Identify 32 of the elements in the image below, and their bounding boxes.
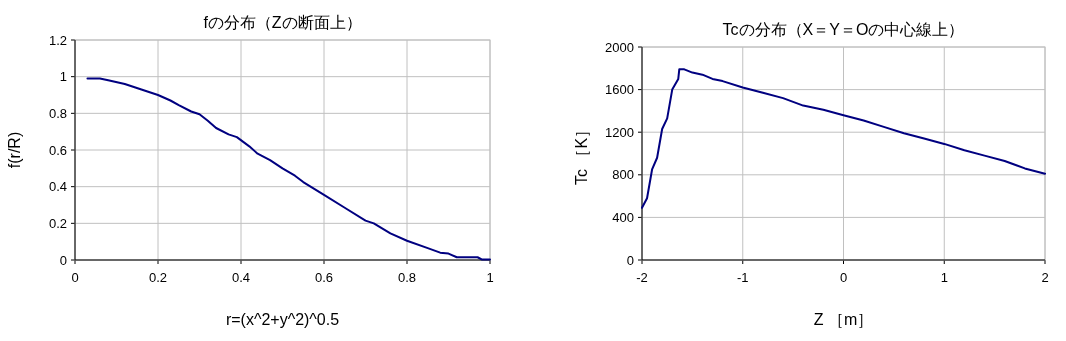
- y-tick-label: 2000: [605, 39, 634, 55]
- y-tick-label: 0.6: [48, 142, 67, 158]
- y-tick-label: 0.4: [48, 179, 67, 195]
- line-series: [641, 68, 1046, 209]
- y-tick-label: 1200: [605, 124, 634, 140]
- chart-title: Tcの分布（X＝Y＝Oの中心線上）: [722, 21, 965, 38]
- x-tick-label: 0.8: [397, 270, 417, 285]
- x-tick-label: 0.4: [231, 270, 251, 285]
- x-axis-title: Z ［m］: [813, 311, 874, 328]
- y-tick-label: 0.8: [48, 105, 67, 121]
- y-axis-title: Tc ［K］: [573, 121, 590, 186]
- x-tick-label: 0.2: [148, 270, 168, 285]
- x-tick-label: 1: [486, 270, 494, 285]
- y-tick-label: 800: [612, 167, 634, 183]
- y-tick-label: 1: [59, 69, 67, 85]
- y-tick-label: 0: [626, 252, 634, 268]
- x-tick-label: 0: [71, 270, 79, 285]
- y-axis-title: f(r/R): [6, 131, 23, 169]
- y-tick-label: 0: [59, 252, 67, 268]
- x-tick-label: -2: [636, 270, 648, 285]
- x-axis-title: r=(x^2+y^2)^0.5: [225, 311, 340, 328]
- y-tick-label: 0.2: [48, 215, 67, 231]
- x-tick-label: -1: [736, 270, 749, 285]
- x-tick-label: 1: [940, 270, 948, 285]
- line-series: [86, 77, 491, 261]
- x-tick-label: 0: [839, 270, 848, 285]
- chart-title: fの分布（Zの断面上）: [203, 14, 362, 31]
- y-tick-label: 400: [612, 209, 634, 225]
- x-tick-label: 2: [1041, 270, 1049, 285]
- x-tick-label: 0.6: [314, 270, 334, 285]
- y-tick-label: 1.2: [48, 32, 67, 48]
- y-tick-label: 1600: [605, 82, 634, 98]
